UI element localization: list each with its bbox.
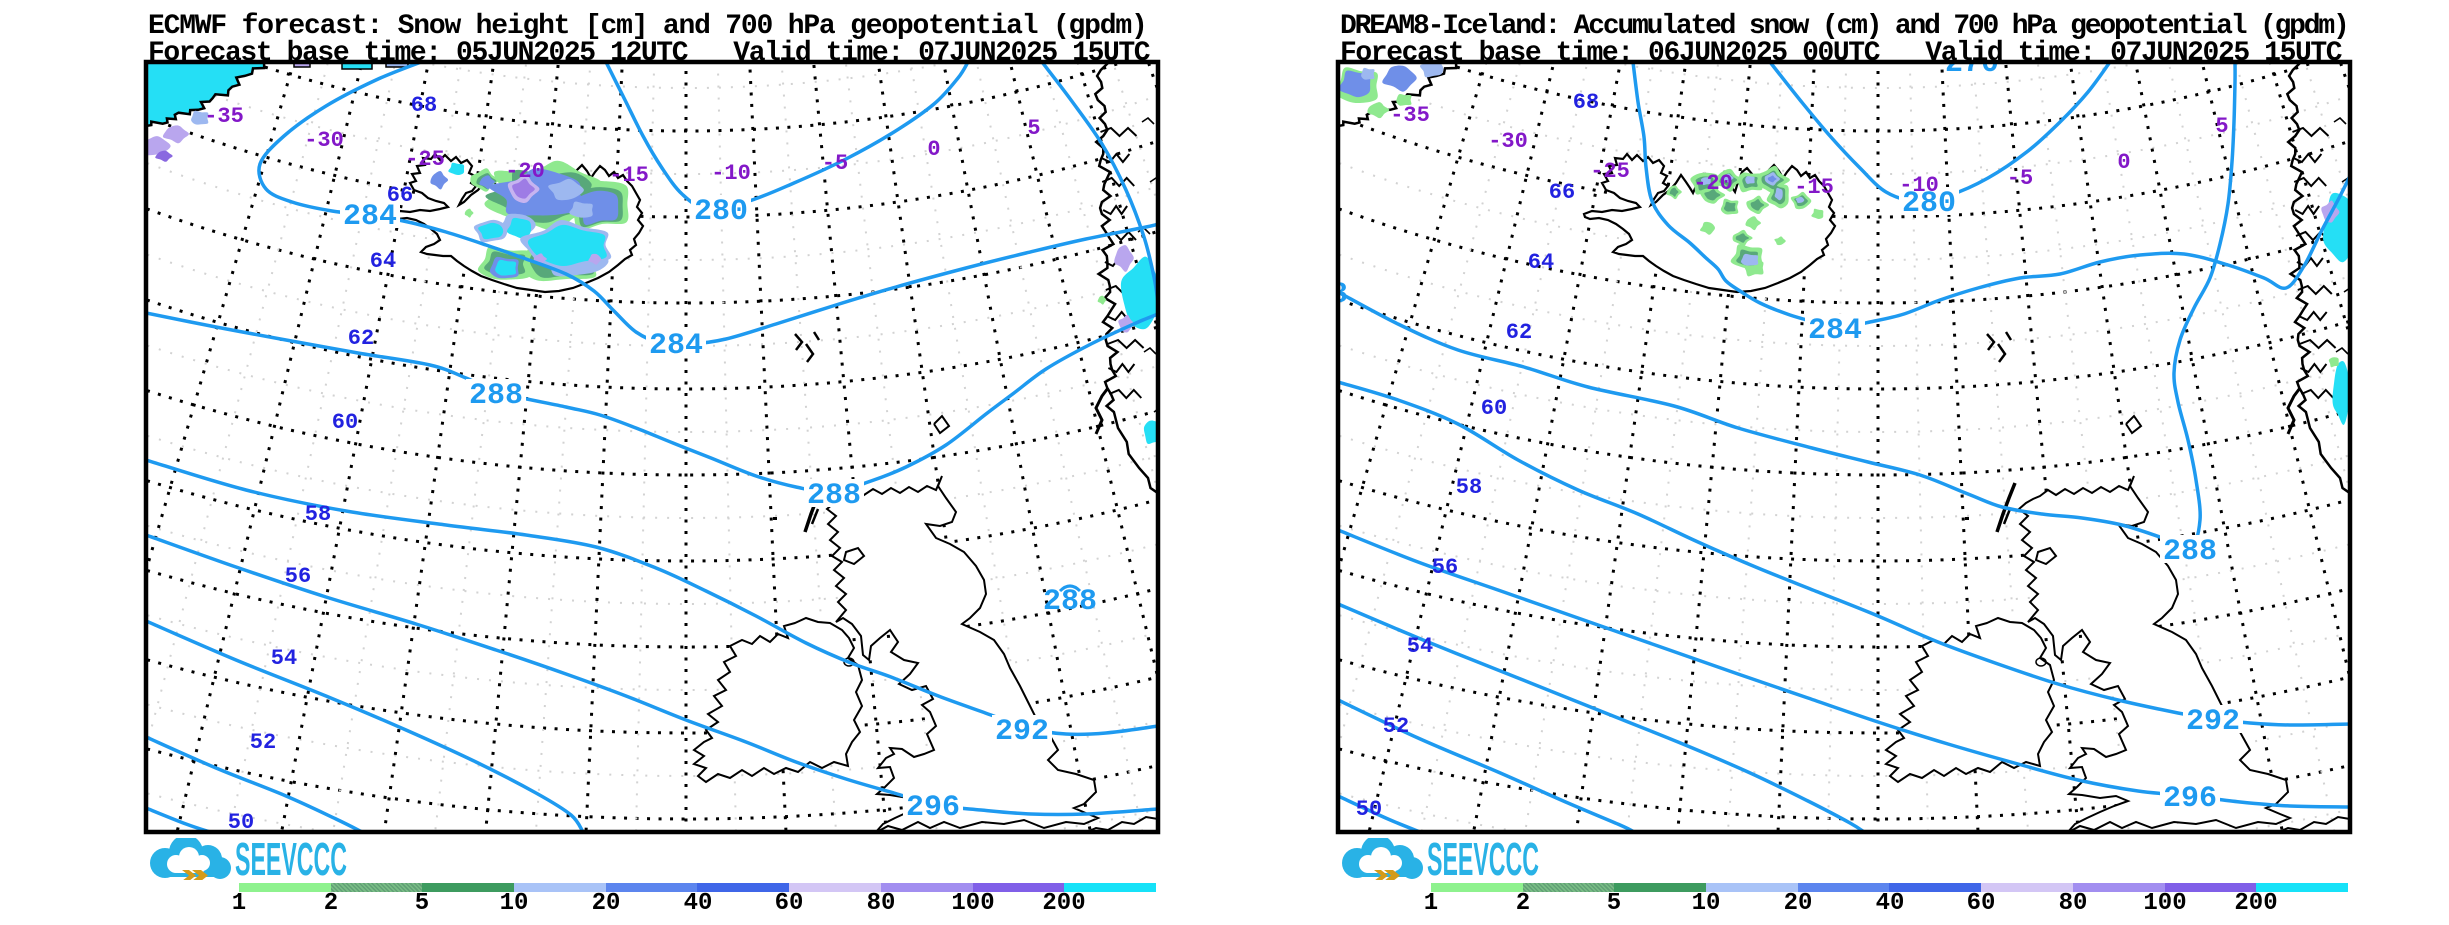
svg-text:56: 56 [1432, 555, 1458, 580]
svg-text:292: 292 [2186, 705, 2240, 739]
svg-text:68: 68 [1573, 90, 1599, 115]
svg-text:292: 292 [995, 715, 1049, 749]
svg-text:-20: -20 [1693, 171, 1733, 196]
svg-text:270: 270 [1945, 47, 1999, 81]
svg-text:-35: -35 [1390, 103, 1430, 128]
svg-text:62: 62 [348, 326, 374, 351]
svg-text:66: 66 [1549, 180, 1575, 205]
svg-text:58: 58 [305, 502, 331, 527]
svg-text:296: 296 [906, 791, 960, 825]
svg-text:54: 54 [271, 646, 297, 671]
svg-text:SEEVCCC: SEEVCCC [1427, 838, 1539, 880]
svg-text:-5: -5 [2007, 166, 2033, 191]
svg-text:284: 284 [343, 200, 397, 234]
svg-text:-25: -25 [1590, 159, 1630, 184]
svg-text:-10: -10 [711, 161, 751, 186]
svg-text:-25: -25 [405, 147, 445, 172]
svg-text:5: 5 [2215, 114, 2228, 139]
svg-text:-20: -20 [505, 159, 545, 184]
svg-text:52: 52 [1383, 714, 1409, 739]
svg-text:60: 60 [332, 410, 358, 435]
svg-text:-10: -10 [1899, 173, 1939, 198]
svg-text:288: 288 [2163, 535, 2217, 569]
svg-text:-15: -15 [609, 163, 649, 188]
svg-text:-30: -30 [1488, 129, 1528, 154]
svg-text:58: 58 [1456, 475, 1482, 500]
svg-text:288: 288 [469, 379, 523, 413]
svg-text:54: 54 [1407, 634, 1433, 659]
svg-text:52: 52 [250, 730, 276, 755]
svg-text:50: 50 [228, 810, 254, 835]
svg-text:62: 62 [1506, 320, 1532, 345]
svg-text:-5: -5 [822, 151, 848, 176]
svg-text:0: 0 [927, 137, 940, 162]
svg-text:0: 0 [2117, 150, 2130, 175]
svg-text:284: 284 [1808, 314, 1862, 348]
svg-text:288: 288 [1043, 585, 1097, 619]
svg-text:280: 280 [1902, 187, 1956, 221]
svg-text:296: 296 [2163, 782, 2217, 816]
svg-text:-15: -15 [1794, 175, 1834, 200]
svg-text:56: 56 [285, 564, 311, 589]
svg-text:64: 64 [370, 249, 396, 274]
svg-text:-35: -35 [204, 104, 244, 129]
svg-text:68: 68 [411, 93, 437, 118]
svg-text:-30: -30 [304, 128, 344, 153]
svg-text:50: 50 [1356, 797, 1382, 822]
svg-text:66: 66 [387, 183, 413, 208]
svg-text:280: 280 [694, 195, 748, 229]
svg-text:5: 5 [1027, 116, 1040, 141]
svg-text:64: 64 [1528, 250, 1554, 275]
svg-text:284: 284 [649, 329, 703, 363]
svg-text:8: 8 [1330, 278, 1348, 312]
svg-text:SEEVCCC: SEEVCCC [235, 838, 347, 880]
svg-text:60: 60 [1481, 396, 1507, 421]
svg-text:288: 288 [807, 479, 861, 513]
